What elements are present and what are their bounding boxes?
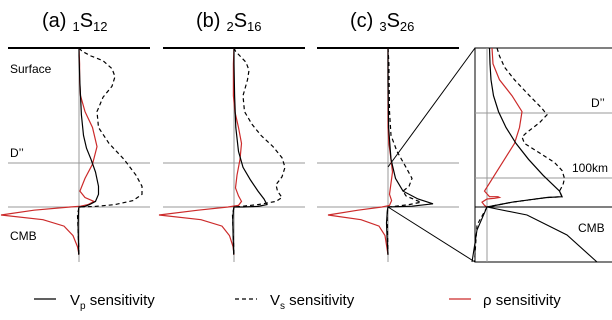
- panel-a-vs-curve: [76, 47, 143, 255]
- legend-vs-label: Vs sensitivity: [270, 292, 355, 312]
- zoom-vp-below-cmb-outer: [486, 206, 598, 263]
- dpp-label: D’’: [10, 146, 24, 160]
- panel-a-vp-curve: [77, 48, 100, 255]
- legend-rho-label: ρ sensitivity: [483, 292, 561, 309]
- panel-c-rho-curve: [327, 48, 394, 255]
- zoom-vs-curve: [486, 47, 566, 208]
- zoom-border: [474, 47, 612, 263]
- zoom-thickness-label: 100km: [572, 161, 608, 175]
- legend-vp-label: Vp sensitivity: [70, 292, 155, 312]
- panel-a-rho-curve: [0, 47, 98, 255]
- panel-b-title: (b) 2S16: [196, 10, 262, 34]
- panel-b-rho-curve: [158, 47, 243, 255]
- zoom-cmb-label: CMB: [578, 221, 605, 235]
- zoom-connector-top: [387, 47, 476, 168]
- zoom-dpp-label: D’’: [591, 96, 605, 110]
- zoom-vs-below-cmb: [473, 206, 488, 263]
- panel-c-vs-curve: [386, 47, 424, 255]
- panel-b-vp-curve: [232, 48, 268, 255]
- zoom-connector-bottom: [387, 206, 476, 263]
- zoom-vp-below-cmb: [471, 206, 488, 263]
- panel-a-title: (a) 1S12: [42, 10, 108, 34]
- cmb-label: CMB: [10, 229, 37, 243]
- curves-layer: [0, 47, 612, 263]
- zoom-rho-curve: [481, 47, 523, 208]
- panel-c-title: (c) 3S26: [350, 10, 414, 34]
- legend: Vp sensitivity Vs sensitivity ρ sensitiv…: [34, 292, 561, 312]
- surface-label: Surface: [10, 62, 52, 76]
- panel-c-vp-curve: [385, 48, 434, 255]
- zoom-vp-curve: [486, 47, 563, 208]
